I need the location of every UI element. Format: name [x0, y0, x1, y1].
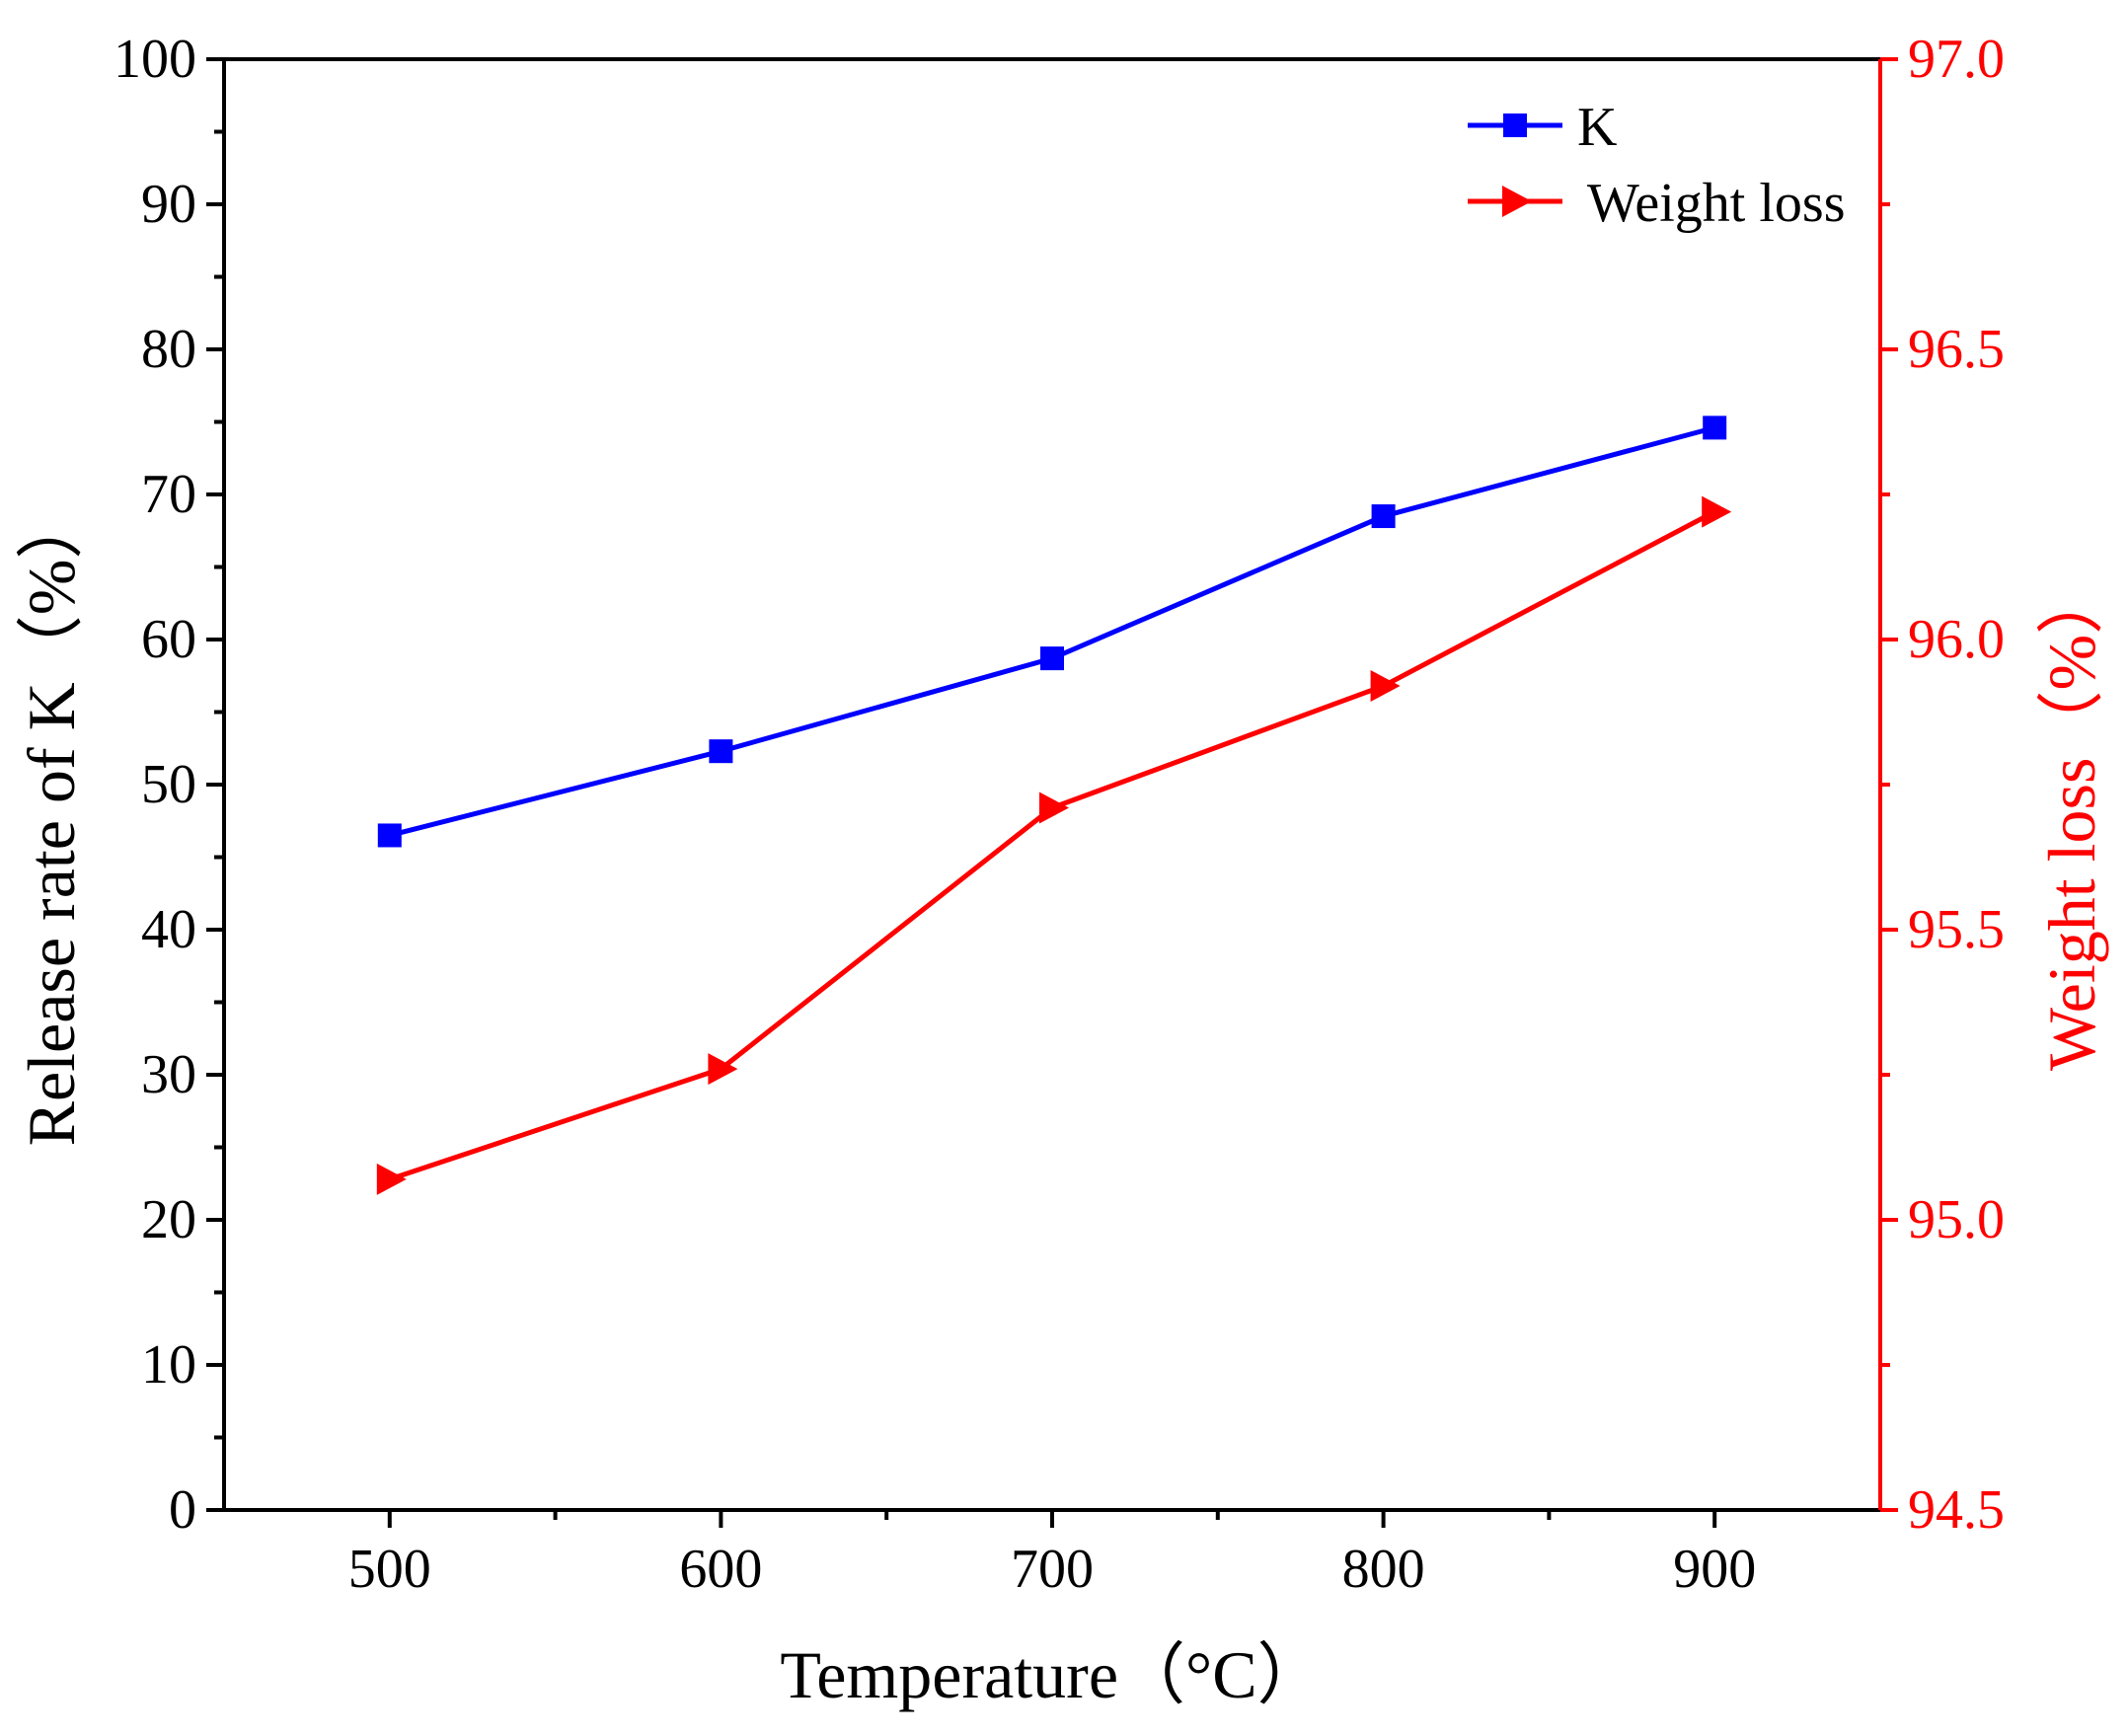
left-y-tick-label: 100	[114, 29, 196, 90]
left-y-tick-label: 60	[141, 609, 196, 670]
right-y-tick-label: 96.5	[1908, 319, 2005, 380]
legend-marker-k	[1503, 113, 1527, 137]
left-y-tick-label: 0	[169, 1479, 196, 1541]
data-point-weight-loss	[1039, 792, 1069, 824]
x-tick-label: 800	[1342, 1539, 1425, 1600]
x-tick-label: 500	[348, 1539, 431, 1600]
legend-marker-weight-loss	[1502, 186, 1532, 217]
right-y-tick-label: 95.5	[1908, 899, 2005, 960]
data-point-weight-loss	[708, 1053, 738, 1086]
right-y-tick-label: 94.5	[1908, 1479, 2005, 1541]
data-point-k	[1703, 415, 1727, 440]
left-y-axis-title: Release rate of K（%）	[14, 492, 89, 1147]
left-y-tick-label: 50	[141, 754, 196, 815]
data-point-k	[709, 739, 733, 764]
ticks-layer: 500 600 700 800 900 0 10 20 30 40 50 60 70 80 90 100 94.…	[114, 29, 2005, 1600]
x-axis-title: Temperature（°C）	[780, 1637, 1324, 1712]
left-y-tick-label: 40	[141, 899, 196, 960]
left-y-tick-label: 10	[141, 1334, 196, 1396]
right-y-tick-label: 97.0	[1908, 29, 2005, 90]
data-point-k	[1040, 646, 1064, 671]
right-y-axis-title: Weight loss（%）	[2034, 567, 2109, 1071]
left-y-tick-label: 80	[141, 319, 196, 380]
legend-label-weight-loss: Weight loss	[1587, 173, 1846, 234]
right-y-tick-label: 95.0	[1908, 1189, 2005, 1250]
left-y-tick-label: 70	[141, 464, 196, 525]
left-y-tick-label: 30	[141, 1044, 196, 1105]
legend-label-k: K	[1577, 97, 1617, 158]
data-point-k	[377, 823, 402, 848]
x-tick-label: 600	[679, 1539, 762, 1600]
right-y-tick-label: 96.0	[1908, 609, 2005, 670]
legend: K Weight loss	[1468, 97, 1846, 234]
left-y-tick-label: 90	[141, 174, 196, 235]
data-point-weight-loss	[1370, 670, 1401, 703]
series-layer	[376, 415, 1732, 1195]
data-point-weight-loss	[1702, 495, 1732, 528]
x-tick-label: 900	[1673, 1539, 1756, 1600]
data-point-k	[1371, 504, 1396, 529]
x-tick-label: 700	[1011, 1539, 1094, 1600]
left-y-tick-label: 20	[141, 1189, 196, 1250]
data-point-weight-loss	[376, 1163, 407, 1195]
